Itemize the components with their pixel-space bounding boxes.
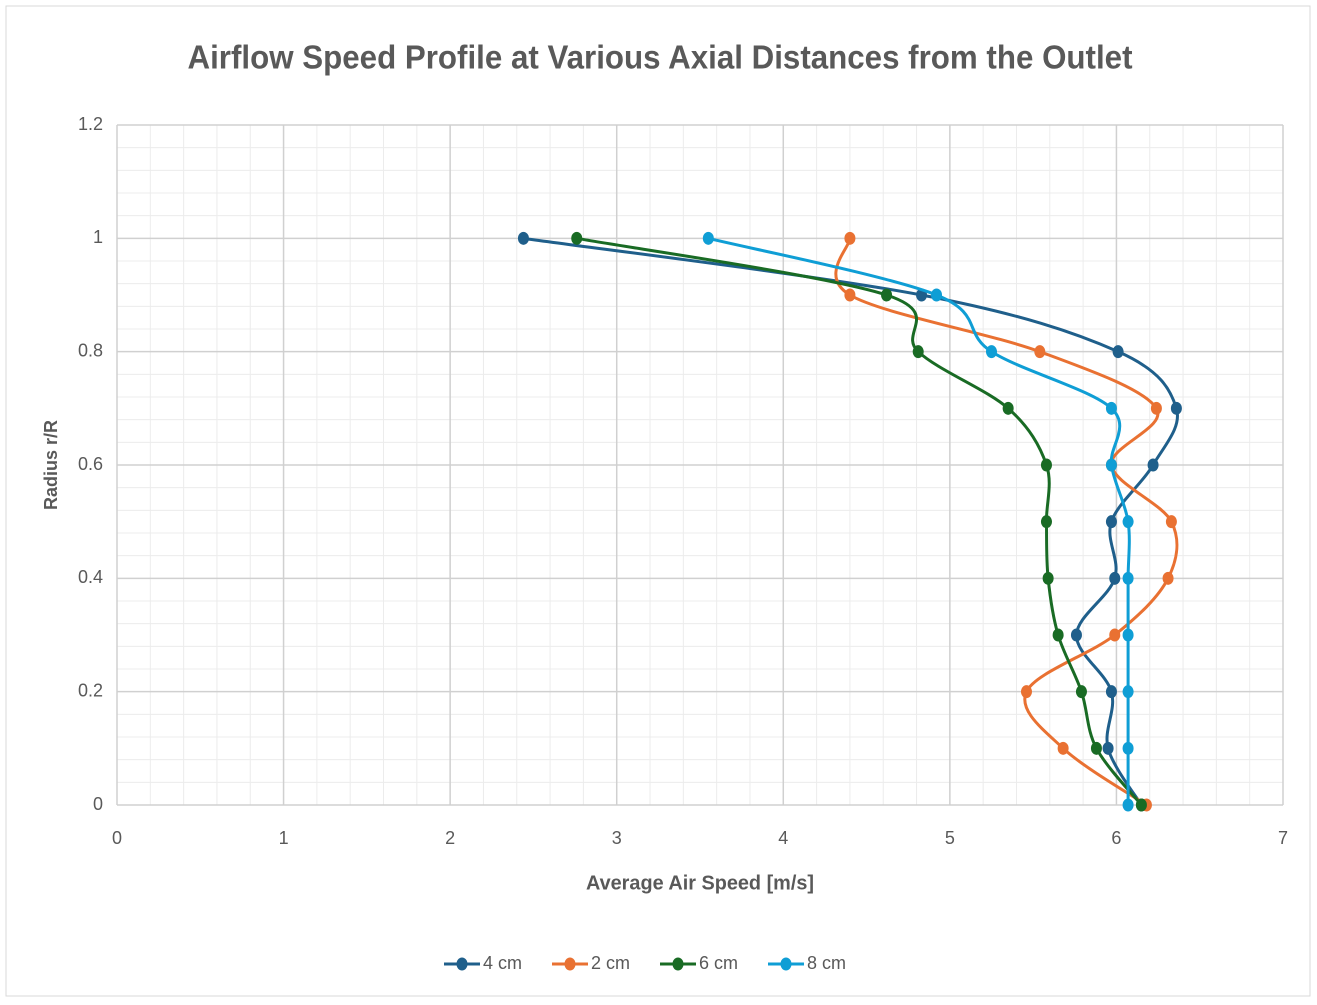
data-point: [1040, 458, 1052, 472]
data-point: [517, 231, 529, 245]
data-point: [1020, 685, 1032, 699]
data-point: [1135, 798, 1147, 812]
legend-label: 6 cm: [699, 953, 738, 973]
legend-marker: [780, 957, 792, 971]
x-tick-label: 5: [945, 828, 955, 848]
series-line: [834, 237, 1179, 807]
x-tick-label: 1: [279, 828, 289, 848]
x-tick-label: 6: [1111, 828, 1121, 848]
data-point: [1090, 741, 1102, 755]
data-point: [571, 231, 583, 245]
data-point: [702, 231, 714, 245]
y-tick-label: 0.2: [78, 680, 103, 700]
data-point: [1040, 515, 1052, 529]
legend-label: 2 cm: [591, 953, 630, 973]
data-point: [986, 345, 997, 359]
data-point: [1162, 571, 1174, 585]
data-point: [1147, 458, 1159, 472]
data-point: [1105, 458, 1117, 472]
data-point: [1070, 628, 1082, 642]
legend-label: 4 cm: [483, 953, 522, 973]
data-point: [1105, 685, 1117, 699]
legend-marker: [456, 957, 468, 971]
data-point: [1034, 345, 1046, 359]
data-point: [1052, 628, 1064, 642]
x-tick-label: 3: [612, 828, 622, 848]
data-point: [1150, 401, 1162, 415]
data-point: [1109, 571, 1121, 585]
data-point: [1170, 401, 1182, 415]
x-tick-label: 0: [112, 828, 122, 848]
chart-frame: [5, 5, 1311, 997]
y-tick-label: 0.6: [78, 454, 103, 474]
legend-label: 8 cm: [807, 953, 846, 973]
data-point: [1109, 628, 1121, 642]
data-point: [1105, 401, 1117, 415]
data-point: [1122, 798, 1134, 812]
y-tick-label: 1: [93, 227, 103, 247]
y-axis-title: Radius r/R: [41, 420, 61, 510]
y-tick-label: 1.2: [78, 114, 103, 134]
data-point: [881, 288, 893, 302]
chart-title: Airflow Speed Profile at Various Axial D…: [188, 39, 1133, 76]
data-point: [1042, 571, 1054, 585]
data-point: [1002, 401, 1014, 415]
data-point: [844, 288, 856, 302]
x-tick-label: 2: [445, 828, 455, 848]
data-point: [931, 288, 943, 302]
data-point: [1057, 741, 1069, 755]
data-point: [1122, 571, 1134, 585]
data-point: [844, 231, 856, 245]
data-point: [1122, 628, 1134, 642]
data-point: [1075, 685, 1087, 699]
x-tick-label: 4: [778, 828, 788, 848]
legend-marker: [564, 957, 576, 971]
data-point: [1122, 741, 1134, 755]
data-point: [1165, 515, 1177, 529]
y-tick-label: 0.8: [78, 340, 103, 360]
x-tick-label: 7: [1278, 828, 1288, 848]
data-point: [1112, 345, 1124, 359]
data-point: [1105, 515, 1117, 529]
y-tick-label: 0.4: [78, 567, 103, 587]
data-point: [1122, 515, 1134, 529]
data-point: [912, 345, 924, 359]
data-point: [1102, 741, 1114, 755]
x-axis-title: Average Air Speed [m/s]: [586, 872, 814, 894]
data-point: [1122, 685, 1134, 699]
legend-marker: [672, 957, 684, 971]
y-tick-label: 0: [93, 794, 103, 814]
